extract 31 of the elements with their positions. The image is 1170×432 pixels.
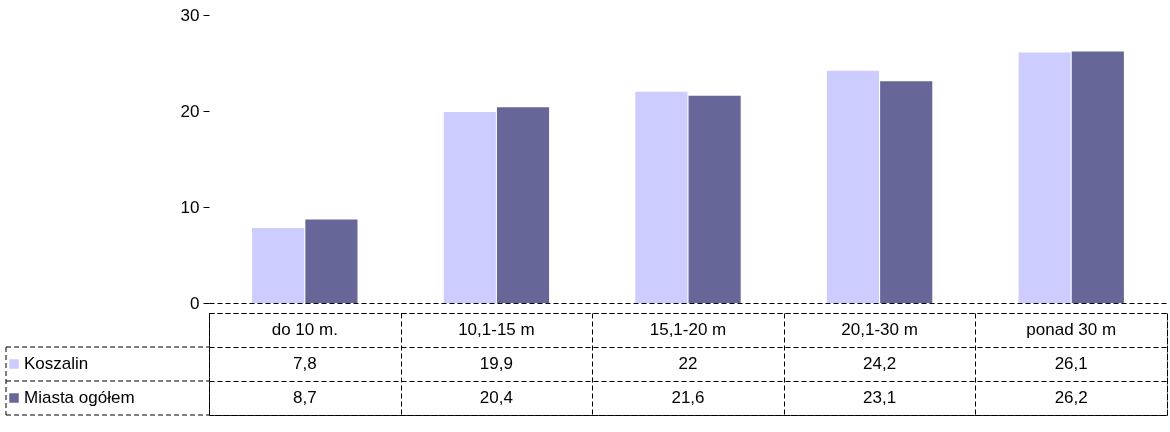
data-label: 21,6 xyxy=(671,388,705,407)
data-label: 7,8 xyxy=(292,354,317,373)
bar xyxy=(496,107,550,303)
data-label: 19,9 xyxy=(479,354,513,373)
data-label: 20,4 xyxy=(479,388,513,407)
x-tick-label: do 10 m. xyxy=(271,320,338,339)
x-tick-label: 10,1-15 m xyxy=(458,320,535,339)
bar xyxy=(443,111,496,303)
bar xyxy=(688,95,741,303)
bar xyxy=(635,91,688,303)
bar xyxy=(305,219,358,303)
bar xyxy=(252,228,305,303)
legend-label: Miasta ogółem xyxy=(24,388,135,407)
x-tick-label: 20,1-30 m xyxy=(841,320,918,339)
y-tick-label: 10 xyxy=(180,197,200,217)
x-tick-label: 15,1-20 m xyxy=(649,320,727,339)
bar xyxy=(1071,51,1124,303)
data-label: 22 xyxy=(678,354,698,373)
data-label: 23,1 xyxy=(863,388,897,407)
data-label: 24,2 xyxy=(863,354,897,373)
data-label: 26,2 xyxy=(1054,388,1088,407)
y-tick-label: 20 xyxy=(180,101,200,121)
bar xyxy=(880,81,933,303)
x-tick-label: ponad 30 m xyxy=(1026,320,1117,339)
y-tick-label: 30 xyxy=(180,5,200,25)
bar xyxy=(826,70,880,303)
data-label: 26,1 xyxy=(1054,354,1088,373)
data-label: 8,7 xyxy=(292,388,317,407)
y-tick-label: 0 xyxy=(190,293,200,313)
bar xyxy=(1018,52,1071,303)
legend-label: Koszalin xyxy=(24,354,89,373)
